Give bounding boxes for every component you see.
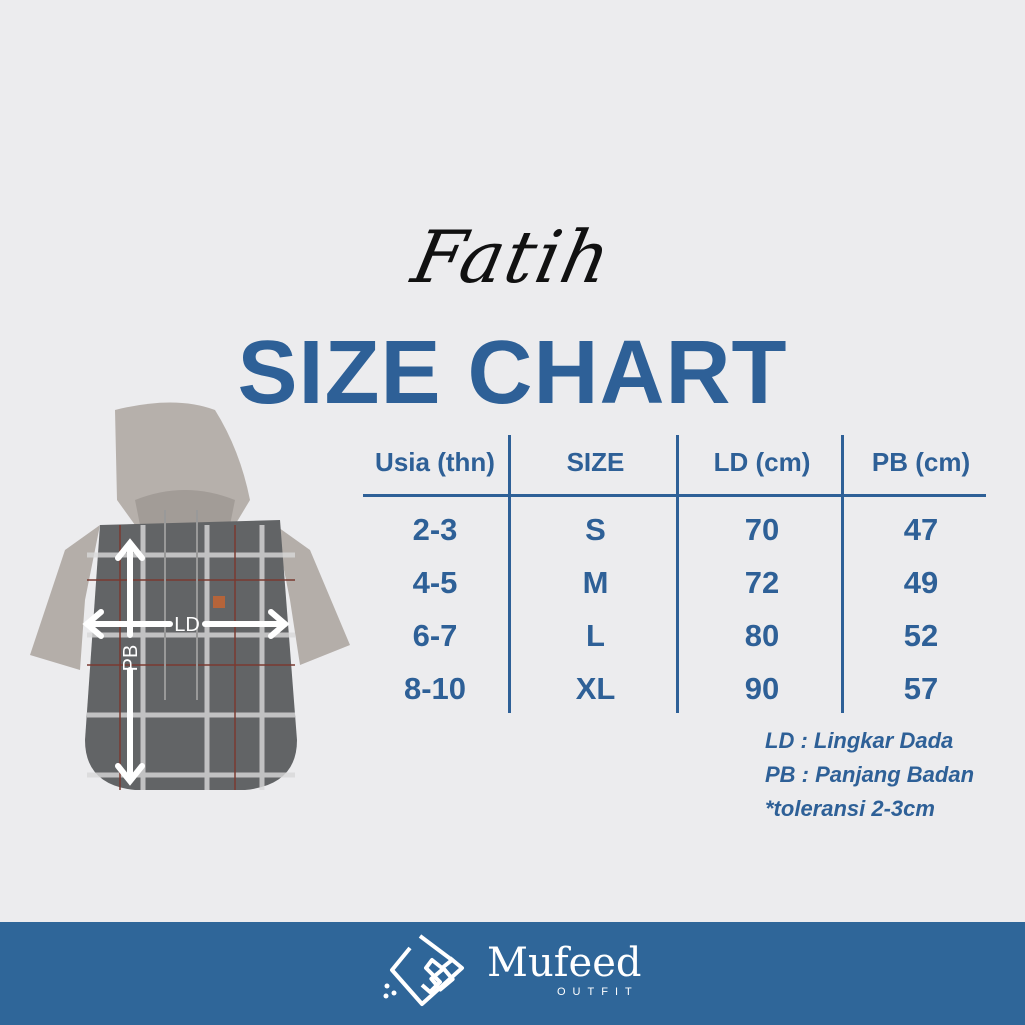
column-header: SIZE: [566, 447, 625, 477]
column-divider: [676, 435, 679, 713]
table-cell: L: [586, 618, 605, 653]
table-cell: 47: [903, 512, 939, 547]
table-cell: 4-5: [412, 565, 458, 600]
column-divider: [841, 435, 844, 713]
product-image: LD PB: [30, 402, 350, 790]
column-header: Usia (thn): [375, 447, 495, 477]
table-cell: 6-7: [412, 618, 458, 653]
table-cell: S: [585, 512, 606, 547]
pb-label: PB: [120, 645, 142, 672]
table-cell: 72: [744, 565, 780, 600]
column-header: PB (cm): [871, 447, 971, 477]
note-ld: LD : Lingkar Dada: [765, 728, 954, 753]
ld-label: LD: [174, 614, 200, 636]
table-cell: 80: [744, 618, 780, 653]
table-cell: 49: [903, 565, 939, 600]
table-cell: XL: [575, 671, 616, 706]
brand-subtitle: OUTFIT: [557, 986, 639, 998]
note-pb: PB : Panjang Badan: [765, 762, 975, 787]
table-cell: 70: [744, 512, 780, 547]
note-tolerance: *toleransi 2-3cm: [765, 796, 935, 821]
table-cell: 57: [903, 671, 939, 706]
page-title: SIZE CHART: [237, 323, 788, 423]
table-cell: 52: [903, 618, 939, 653]
header-divider: [363, 494, 986, 497]
column-divider: [508, 435, 511, 713]
table-cell: 2-3: [412, 512, 458, 547]
brand-name: Mufeed: [487, 940, 642, 986]
brand-logo-icon: [383, 934, 464, 1006]
table-cell: M: [582, 565, 609, 600]
column-header: LD (cm): [713, 447, 811, 477]
table-cell: 8-10: [403, 671, 467, 706]
table-cell: 90: [744, 671, 780, 706]
script-title: Fatih: [405, 215, 620, 299]
footer-bar: [0, 922, 1025, 1025]
